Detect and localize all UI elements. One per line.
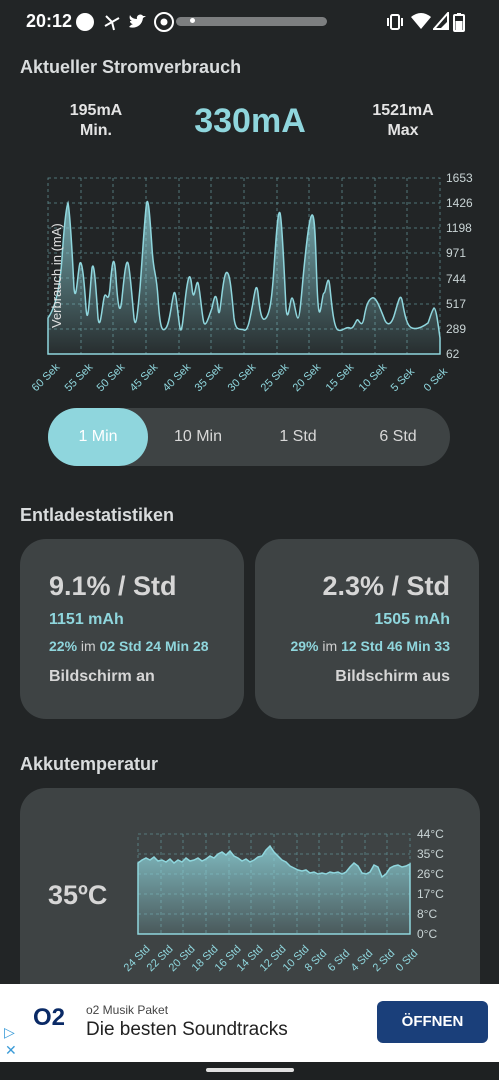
screen-off-percent: 29% xyxy=(290,638,319,654)
current-x-tick: 35 Sek xyxy=(193,361,226,394)
screen-off-label: Bildschirm aus xyxy=(335,668,450,685)
temperature-y-tick: 35°C xyxy=(417,847,444,861)
screen-on-percent: 22% xyxy=(49,638,78,654)
current-y-tick: 971 xyxy=(446,246,466,260)
temperature-chart-area xyxy=(137,844,411,935)
tab-10-min[interactable]: 10 Min xyxy=(173,428,223,445)
temperature-y-tick: 44°C xyxy=(417,827,444,841)
screen-on-in-word: im xyxy=(80,638,96,654)
current-chart-y-ticks: 1653 1426 1198 971 744 517 289 62 xyxy=(446,171,473,361)
tab-6-std[interactable]: 6 Std xyxy=(379,428,417,445)
temperature-card: 35ºC 44°C 35°C 26°C 17°C 8°C 0°C xyxy=(20,788,480,1018)
current-y-tick: 1426 xyxy=(446,196,473,210)
temperature-x-tick: 4 Std xyxy=(349,947,376,974)
current-y-tick: 289 xyxy=(446,322,466,336)
screen-on-rate: 9.1% / Std xyxy=(49,571,177,601)
temperature-x-ticks: 24 Std 22 Std 20 Std 18 Std 16 Std 14 St… xyxy=(122,943,421,974)
current-x-tick: 0 Sek xyxy=(422,365,451,394)
current-x-tick: 45 Sek xyxy=(128,361,161,394)
circle-icon xyxy=(76,13,94,31)
max-label: Max xyxy=(387,122,419,139)
current-x-tick: 25 Sek xyxy=(259,361,292,394)
current-x-tick: 30 Sek xyxy=(226,361,259,394)
current-x-tick: 55 Sek xyxy=(63,361,96,394)
signal-icon xyxy=(433,12,449,30)
screen-on-card: 9.1% / Std 1151 mAh 22% im 02 Std 24 Min… xyxy=(20,539,244,719)
current-x-tick: 5 Sek xyxy=(389,365,418,394)
temperature-section-title: Akkutemperatur xyxy=(20,754,159,774)
temperature-y-ticks: 44°C 35°C 26°C 17°C 8°C 0°C xyxy=(417,827,444,941)
screen-on-mah: 1151 mAh xyxy=(49,611,124,628)
screen-on-detail: 22% im 02 Std 24 Min 28 xyxy=(49,638,209,654)
ad-title: Die besten Soundtracks xyxy=(86,1019,288,1040)
o2-logo: O2 xyxy=(33,1004,66,1031)
tab-1-std[interactable]: 1 Std xyxy=(279,428,317,445)
current-y-tick: 517 xyxy=(446,297,466,311)
chrome-icon xyxy=(154,12,174,32)
screen-on-duration: 02 Std 24 Min 28 xyxy=(99,638,209,654)
temperature-value: 35ºC xyxy=(48,880,108,910)
current-y-tick: 1653 xyxy=(446,171,473,185)
current-x-tick: 15 Sek xyxy=(324,361,357,394)
screen-off-rate: 2.3% / Std xyxy=(322,571,450,601)
status-progress-dot xyxy=(190,18,195,23)
ad-banner[interactable]: ▷ ✕ O2 o2 Musik Paket Die besten Soundtr… xyxy=(0,984,499,1062)
current-x-tick: 20 Sek xyxy=(291,361,324,394)
current-y-tick: 62 xyxy=(446,347,460,361)
status-progress-pill xyxy=(176,17,327,26)
current-chart-area xyxy=(47,200,441,355)
current-y-tick: 744 xyxy=(446,272,466,286)
screen-off-detail: 29% im 12 Std 46 Min 33 xyxy=(290,638,450,654)
wifi-icon xyxy=(411,13,431,29)
home-gesture-handle[interactable] xyxy=(206,1068,294,1072)
current-chart: 1653 1426 1198 971 744 517 289 62 Verbra… xyxy=(30,171,473,394)
time-range-selector: 1 Min 10 Min 1 Std 6 Std xyxy=(48,408,450,466)
twitter-icon xyxy=(129,14,146,28)
max-value: 1521mA xyxy=(372,102,434,119)
vibrate-icon xyxy=(387,14,403,30)
screen-on-label: Bildschirm an xyxy=(49,668,155,685)
current-y-tick: 1198 xyxy=(446,221,472,235)
battery-icon xyxy=(453,13,465,32)
status-bar: 20:12 xyxy=(0,0,499,44)
screen-off-mah: 1505 mAh xyxy=(374,611,450,628)
discharge-section-title: Entladestatistiken xyxy=(20,505,175,525)
ad-subtitle: o2 Musik Paket xyxy=(86,1003,169,1017)
screen-off-duration: 12 Std 46 Min 33 xyxy=(341,638,450,654)
current-section-title: Aktueller Stromverbrauch xyxy=(20,57,242,77)
temperature-x-tick: 6 Std xyxy=(326,947,353,974)
pinwheel-icon xyxy=(104,15,120,31)
temperature-chart: 44°C 35°C 26°C 17°C 8°C 0°C 24 Std 22 St… xyxy=(122,827,445,974)
screen-off-in-word: im xyxy=(322,638,338,654)
current-value: 330mA xyxy=(194,102,306,140)
screen-off-card: 2.3% / Std 1505 mAh 29% im 12 Std 46 Min… xyxy=(255,539,479,719)
current-x-tick: 60 Sek xyxy=(30,361,63,394)
current-x-tick: 10 Sek xyxy=(357,361,390,394)
ad-open-button[interactable]: ÖFFNEN xyxy=(377,1001,488,1043)
temperature-y-tick: 8°C xyxy=(417,907,437,921)
temperature-y-tick: 17°C xyxy=(417,887,444,901)
temperature-y-tick: 0°C xyxy=(417,927,437,941)
current-chart-x-ticks: 60 Sek 55 Sek 50 Sek 45 Sek 40 Sek 35 Se… xyxy=(30,361,451,394)
ad-close-icon[interactable]: ✕ xyxy=(5,1042,17,1058)
temperature-x-tick: 0 Std xyxy=(394,947,421,974)
min-value: 195mA xyxy=(69,102,123,119)
temperature-x-tick: 2 Std xyxy=(371,947,398,974)
current-x-tick: 50 Sek xyxy=(95,361,128,394)
current-x-tick: 40 Sek xyxy=(161,361,194,394)
tab-1-min[interactable]: 1 Min xyxy=(48,408,148,466)
min-label: Min. xyxy=(80,122,112,139)
status-time: 20:12 xyxy=(26,11,73,31)
temperature-y-tick: 26°C xyxy=(417,867,444,881)
ad-choices-icon[interactable]: ▷ xyxy=(4,1024,15,1040)
current-chart-ylabel: Verbrauch in (mA) xyxy=(49,223,64,328)
